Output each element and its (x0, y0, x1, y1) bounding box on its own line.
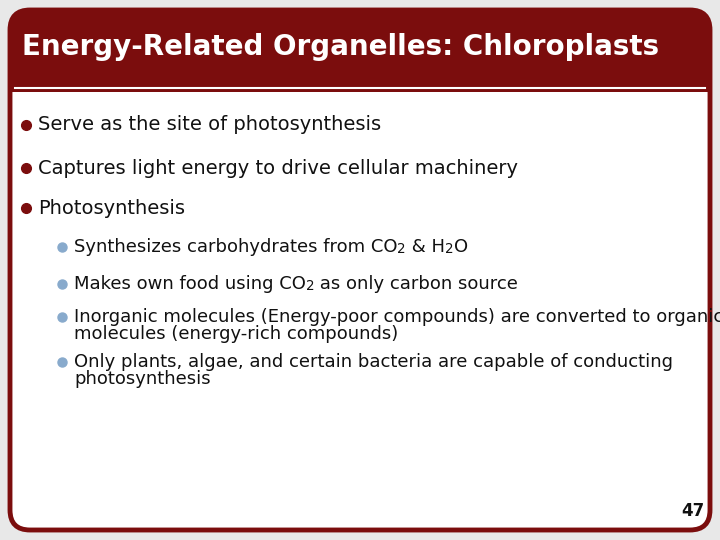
Text: Synthesizes carbohydrates from CO: Synthesizes carbohydrates from CO (74, 238, 397, 256)
Text: as only carbon source: as only carbon source (315, 275, 518, 293)
Bar (10, 64, 710, 92)
Text: Photosynthesis: Photosynthesis (38, 199, 185, 218)
Text: & H: & H (406, 238, 445, 256)
Text: Captures light energy to drive cellular machinery: Captures light energy to drive cellular … (38, 159, 518, 178)
Text: Serve as the site of photosynthesis: Serve as the site of photosynthesis (38, 116, 381, 134)
Text: photosynthesis: photosynthesis (74, 370, 211, 388)
FancyBboxPatch shape (10, 10, 710, 92)
Text: molecules (energy-rich compounds): molecules (energy-rich compounds) (74, 325, 398, 343)
Text: 2: 2 (397, 242, 406, 256)
Text: Energy-Related Organelles: Chloroplasts: Energy-Related Organelles: Chloroplasts (22, 33, 659, 61)
Text: 2: 2 (306, 279, 315, 293)
Text: Inorganic molecules (Energy-poor compounds) are converted to organic: Inorganic molecules (Energy-poor compoun… (74, 308, 720, 326)
Text: 2: 2 (445, 242, 454, 256)
Text: 47: 47 (682, 502, 705, 520)
Text: Only plants, algae, and certain bacteria are capable of conducting: Only plants, algae, and certain bacteria… (74, 353, 673, 371)
Text: Makes own food using CO: Makes own food using CO (74, 275, 306, 293)
Text: O: O (454, 238, 468, 256)
FancyBboxPatch shape (10, 10, 710, 530)
